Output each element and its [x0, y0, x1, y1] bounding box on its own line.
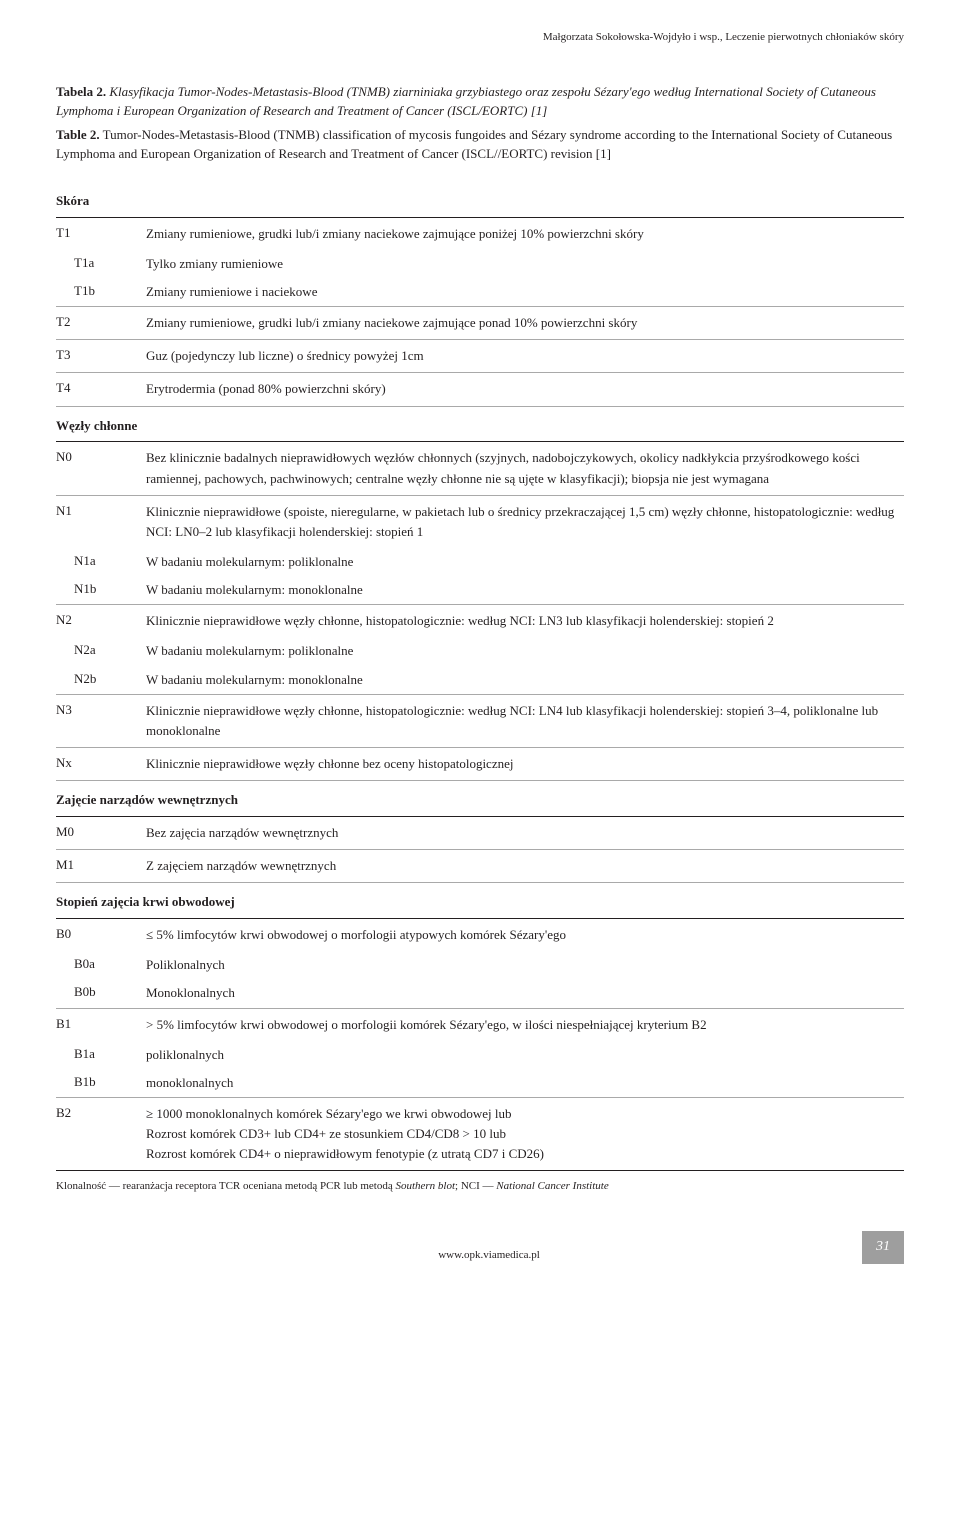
table-row: B1apoliklonalnych	[56, 1041, 904, 1069]
table-row: T1aTylko zmiany rumieniowe	[56, 250, 904, 278]
caption-en-text: Tumor-Nodes-Metastasis-Blood (TNMB) clas…	[56, 127, 892, 162]
table-row: B0≤ 5% limfocytów krwi obwodowej o morfo…	[56, 919, 904, 952]
table-row: B1> 5% limfocytów krwi obwodowej o morfo…	[56, 1008, 904, 1041]
section-header-label: Stopień zajęcia krwi obwodowej	[56, 883, 904, 919]
row-desc: Monoklonalnych	[146, 979, 904, 1008]
row-desc: Erytrodermia (ponad 80% powierzchni skór…	[146, 373, 904, 406]
table-row: T2Zmiany rumieniowe, grudki lub/i zmiany…	[56, 307, 904, 340]
footnote-italic: Southern blot	[395, 1180, 455, 1192]
table-footnote: Klonalność — rearanżacja receptora TCR o…	[56, 1170, 904, 1195]
table-row: B1bmonoklonalnych	[56, 1069, 904, 1098]
row-code: Nx	[56, 748, 146, 781]
row-code: N1a	[56, 548, 146, 576]
row-desc: Klinicznie nieprawidłowe (spoiste, niere…	[146, 495, 904, 548]
table-row: T3Guz (pojedynczy lub liczne) o średnicy…	[56, 340, 904, 373]
row-desc: ≥ 1000 monoklonalnych komórek Sézary'ego…	[146, 1097, 904, 1170]
tnmb-table: SkóraT1Zmiany rumieniowe, grudki lub/i z…	[56, 182, 904, 1170]
running-header: Małgorzata Sokołowska-Wojdyło i wsp., Le…	[56, 30, 904, 46]
row-code: T1b	[56, 278, 146, 307]
table-row: T4Erytrodermia (ponad 80% powierzchni sk…	[56, 373, 904, 406]
row-desc: W badaniu molekularnym: poliklonalne	[146, 548, 904, 576]
row-code: B1a	[56, 1041, 146, 1069]
section-header-blood: Stopień zajęcia krwi obwodowej	[56, 883, 904, 919]
row-code: B1b	[56, 1069, 146, 1098]
caption-pl-label: Tabela 2.	[56, 84, 106, 99]
row-desc: Zmiany rumieniowe, grudki lub/i zmiany n…	[146, 217, 904, 250]
row-code: N2	[56, 605, 146, 638]
caption-en-label: Table 2.	[56, 127, 100, 142]
row-code: T4	[56, 373, 146, 406]
row-desc: Guz (pojedynczy lub liczne) o średnicy p…	[146, 340, 904, 373]
row-desc: Bez zajęcia narządów wewnętrznych	[146, 817, 904, 850]
table-row: NxKlinicznie nieprawidłowe węzły chłonne…	[56, 748, 904, 781]
table-row: N2bW badaniu molekularnym: monoklonalne	[56, 666, 904, 695]
table-row: M1Z zajęciem narządów wewnętrznych	[56, 850, 904, 883]
row-code: T1a	[56, 250, 146, 278]
caption-pl-text: Klasyfikacja Tumor-Nodes-Metastasis-Bloo…	[56, 84, 876, 119]
row-code: N1b	[56, 576, 146, 605]
section-header-skin: Skóra	[56, 182, 904, 217]
table-row: N3Klinicznie nieprawidłowe węzły chłonne…	[56, 694, 904, 747]
table-row: N1Klinicznie nieprawidłowe (spoiste, nie…	[56, 495, 904, 548]
row-code: M0	[56, 817, 146, 850]
row-code: N3	[56, 694, 146, 747]
row-code: T3	[56, 340, 146, 373]
row-desc: W badaniu molekularnym: monoklonalne	[146, 666, 904, 695]
row-desc: monoklonalnych	[146, 1069, 904, 1098]
footnote-text-1: Klonalność — rearanżacja receptora TCR o…	[56, 1180, 395, 1192]
row-code: N2b	[56, 666, 146, 695]
row-desc: Klinicznie nieprawidłowe węzły chłonne, …	[146, 694, 904, 747]
section-header-label: Zajęcie narządów wewnętrznych	[56, 781, 904, 817]
row-desc: Klinicznie nieprawidłowe węzły chłonne b…	[146, 748, 904, 781]
row-desc: W badaniu molekularnym: poliklonalne	[146, 637, 904, 665]
row-code: B0	[56, 919, 146, 952]
row-code: B1	[56, 1008, 146, 1041]
footnote-italic-2: National Cancer Institute	[496, 1180, 608, 1192]
row-desc: W badaniu molekularnym: monoklonalne	[146, 576, 904, 605]
section-header-visceral: Zajęcie narządów wewnętrznych	[56, 781, 904, 817]
row-desc: Tylko zmiany rumieniowe	[146, 250, 904, 278]
row-desc: Zmiany rumieniowe i naciekowe	[146, 278, 904, 307]
table-row: T1bZmiany rumieniowe i naciekowe	[56, 278, 904, 307]
section-header-label: Skóra	[56, 182, 904, 217]
table-row: B0aPoliklonalnych	[56, 951, 904, 979]
footer-url: www.opk.viamedica.pl	[116, 1248, 862, 1264]
row-desc: > 5% limfocytów krwi obwodowej o morfolo…	[146, 1008, 904, 1041]
row-desc: poliklonalnych	[146, 1041, 904, 1069]
footnote-text-2: ; NCI —	[455, 1180, 496, 1192]
row-code: B2	[56, 1097, 146, 1170]
row-code: B0b	[56, 979, 146, 1008]
row-code: M1	[56, 850, 146, 883]
footer-page-number: 31	[862, 1231, 904, 1263]
table-row: N1bW badaniu molekularnym: monoklonalne	[56, 576, 904, 605]
row-desc: Zmiany rumieniowe, grudki lub/i zmiany n…	[146, 307, 904, 340]
table-row: B2≥ 1000 monoklonalnych komórek Sézary'e…	[56, 1097, 904, 1170]
table-row: M0Bez zajęcia narządów wewnętrznych	[56, 817, 904, 850]
row-code: N2a	[56, 637, 146, 665]
row-desc: Z zajęciem narządów wewnętrznych	[146, 850, 904, 883]
table-row: B0bMonoklonalnych	[56, 979, 904, 1008]
table-row: N0Bez klinicznie badalnych nieprawidłowy…	[56, 442, 904, 495]
table-row: N2Klinicznie nieprawidłowe węzły chłonne…	[56, 605, 904, 638]
section-header-label: Węzły chłonne	[56, 406, 904, 442]
row-code: T1	[56, 217, 146, 250]
section-header-nodes: Węzły chłonne	[56, 406, 904, 442]
row-code: B0a	[56, 951, 146, 979]
row-desc: ≤ 5% limfocytów krwi obwodowej o morfolo…	[146, 919, 904, 952]
row-code: N0	[56, 442, 146, 495]
page-footer: www.opk.viamedica.pl 31	[56, 1231, 904, 1263]
table-row: T1Zmiany rumieniowe, grudki lub/i zmiany…	[56, 217, 904, 250]
row-code: T2	[56, 307, 146, 340]
table-row: N1aW badaniu molekularnym: poliklonalne	[56, 548, 904, 576]
caption-pl: Tabela 2. Klasyfikacja Tumor-Nodes-Metas…	[56, 82, 904, 121]
row-desc: Bez klinicznie badalnych nieprawidłowych…	[146, 442, 904, 495]
table-caption: Tabela 2. Klasyfikacja Tumor-Nodes-Metas…	[56, 82, 904, 164]
row-code: N1	[56, 495, 146, 548]
table-row: N2aW badaniu molekularnym: poliklonalne	[56, 637, 904, 665]
row-desc: Poliklonalnych	[146, 951, 904, 979]
row-desc: Klinicznie nieprawidłowe węzły chłonne, …	[146, 605, 904, 638]
caption-en: Table 2. Tumor-Nodes-Metastasis-Blood (T…	[56, 125, 904, 164]
